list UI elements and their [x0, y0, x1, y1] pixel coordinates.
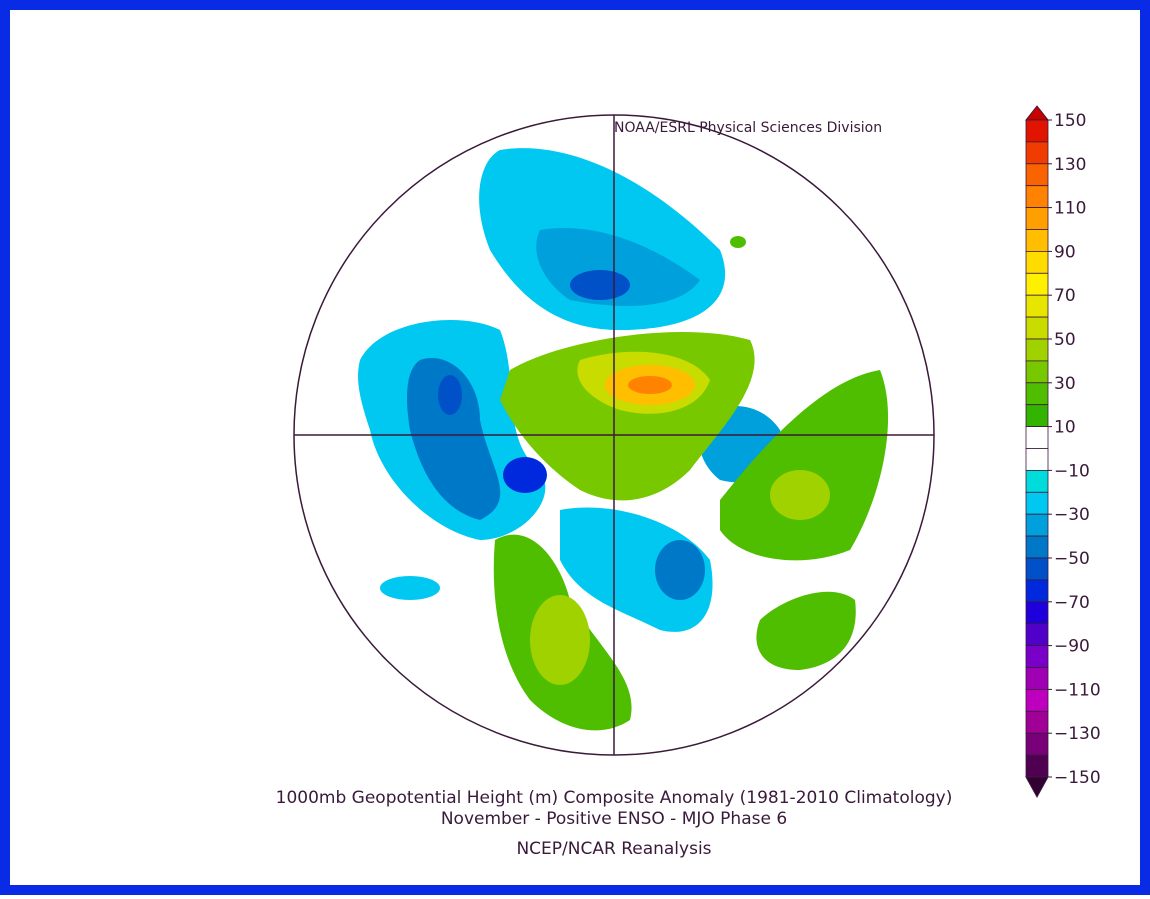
colorbar-label: −90 [1054, 637, 1090, 657]
colorbar-bin [1025, 754, 1049, 778]
colorbar-cap [1025, 776, 1049, 799]
colorbar-label: 130 [1054, 155, 1086, 175]
colorbar-bin [1025, 469, 1049, 493]
subtitle: November - Positive ENSO - MJO Phase 6 [441, 809, 787, 829]
colorbar-label: 110 [1054, 199, 1086, 219]
colorbar-bin [1025, 426, 1049, 449]
colorbar-bin [1025, 294, 1049, 318]
colorbar-bin [1025, 141, 1049, 165]
colorbar-label: 10 [1054, 418, 1076, 438]
colorbar-label: −70 [1054, 593, 1090, 613]
colorbar-label: −50 [1054, 549, 1090, 569]
map [294, 115, 934, 755]
colorbar-bin [1025, 557, 1049, 581]
colorbar-bin [1025, 710, 1049, 734]
colorbar-bin [1025, 250, 1049, 274]
colorbar-bin [1025, 732, 1049, 756]
colorbar-bin [1025, 185, 1049, 208]
colorbar-bin [1025, 623, 1049, 647]
colorbar-bin [1025, 119, 1049, 143]
colorbar-bin [1025, 448, 1049, 471]
colorbar-bin [1025, 382, 1049, 406]
title: 1000mb Geopotential Height (m) Composite… [276, 788, 953, 808]
colorbar-bin [1025, 645, 1049, 668]
colorbar-bin [1025, 579, 1049, 603]
colorbar-label: −150 [1054, 768, 1101, 788]
colorbar-label: −30 [1054, 505, 1090, 525]
colorbar-label: 150 [1054, 111, 1086, 131]
colorbar-label: −10 [1054, 461, 1090, 481]
colorbar-bin [1025, 404, 1049, 428]
colorbar-label: −130 [1054, 724, 1101, 744]
colorbar-bin [1025, 163, 1049, 187]
colorbar-bin [1025, 360, 1049, 384]
colorbar-label: 30 [1054, 374, 1076, 394]
colorbar-bin [1025, 272, 1049, 296]
colorbar-bin [1025, 229, 1049, 252]
colorbar-label: 70 [1054, 286, 1076, 306]
colorbar-label: 50 [1054, 330, 1076, 350]
map-border [293, 114, 935, 756]
colorbar-bin [1025, 535, 1049, 559]
colorbar-bin [1025, 601, 1049, 625]
colorbar-bin [1025, 338, 1049, 362]
colorbar: 150 130 110 90 70 50 30 10 −10 −30 −50 −70 −90 −110 −1… [1024, 105, 1101, 799]
colorbar-bin [1025, 316, 1049, 340]
colorbar-bin [1025, 667, 1049, 690]
colorbar-bin [1025, 689, 1049, 712]
source: NCEP/NCAR Reanalysis [516, 839, 711, 859]
credit: NOAA/ESRL Physical Sciences Division [614, 120, 882, 136]
colorbar-label: −110 [1054, 680, 1101, 700]
colorbar-bin [1025, 207, 1049, 230]
colorbar-label: 90 [1054, 242, 1076, 262]
colorbar-bin [1025, 491, 1049, 515]
colorbar-bin [1025, 513, 1049, 537]
